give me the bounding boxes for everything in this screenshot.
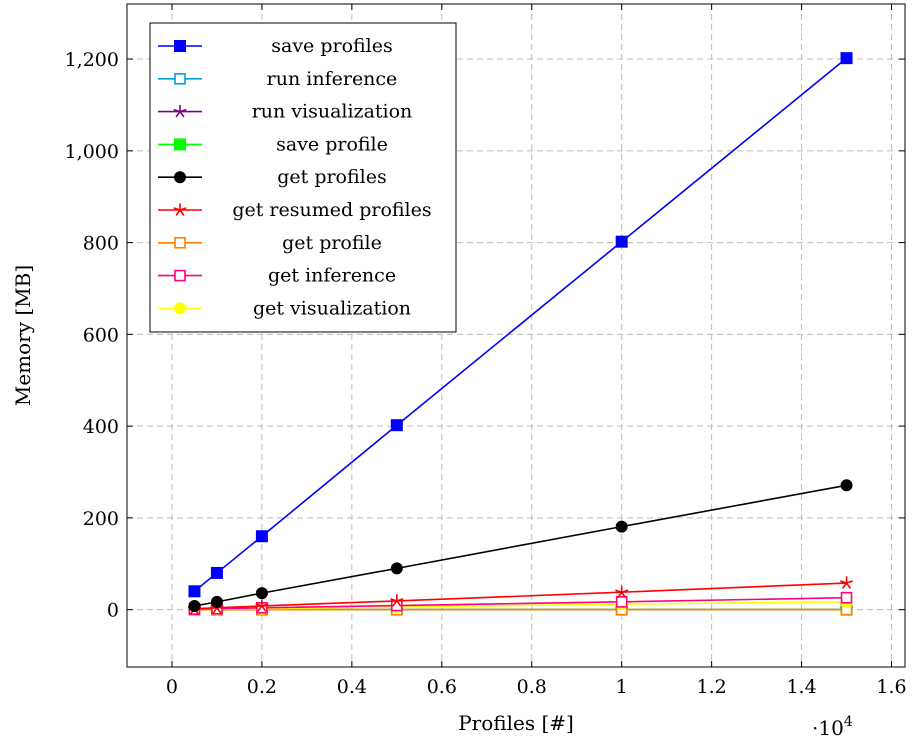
data-point	[840, 52, 853, 65]
data-point	[390, 419, 403, 432]
series-line	[194, 582, 847, 610]
plot-frame	[126, 3, 906, 668]
legend-item: get profile	[158, 232, 382, 254]
legend: save profiles run inference run visualizat…	[149, 22, 457, 333]
legend-item: run visualization	[158, 101, 412, 123]
series-line	[194, 484, 847, 607]
data-point	[188, 599, 201, 612]
legend-label: save profiles	[271, 35, 393, 57]
y-tick-label: 400	[83, 416, 119, 438]
legend-marker	[173, 203, 187, 216]
legend-label: get profiles	[277, 166, 387, 188]
legend-label: run inference	[267, 68, 398, 90]
series-5	[187, 576, 854, 615]
series-0	[188, 52, 853, 598]
legend-marker	[174, 237, 186, 249]
x-tick-label: 1	[616, 676, 628, 698]
legend-item: save profile	[158, 133, 388, 155]
x-axis-multiplier-exponent: 4	[844, 714, 853, 730]
legend-marker	[174, 302, 186, 315]
x-tick-label: 0.4	[337, 676, 367, 698]
data-point	[210, 595, 223, 608]
x-axis-multiplier-base: ·10	[812, 716, 844, 740]
data-point	[210, 566, 223, 579]
data-point	[255, 530, 268, 543]
data-point	[615, 585, 629, 598]
series-4	[188, 479, 853, 612]
x-axis-multiplier: ·104	[812, 714, 853, 740]
data-point	[390, 594, 404, 607]
legend-marker	[174, 40, 186, 52]
y-tick-label: 1,200	[65, 49, 119, 71]
legend-item: get visualization	[158, 297, 411, 319]
axis-ticks: 0 0.2 0.4 0.6 0.8 1 1.2 1.4 1.6 0 200 400 600 800 1,00…	[65, 4, 907, 698]
data-point	[255, 587, 268, 600]
legend-item: get profiles	[158, 166, 387, 188]
data-point	[390, 562, 403, 575]
y-tick-label: 200	[83, 508, 119, 530]
data-point	[840, 576, 854, 589]
legend-item: run inference	[158, 68, 397, 90]
legend-marker	[174, 269, 186, 282]
data-point	[188, 585, 201, 598]
data-point	[615, 596, 628, 608]
legend-marker	[174, 138, 186, 151]
x-axis-label: Profiles [#]	[458, 711, 574, 735]
x-tick-label: 0.6	[427, 676, 457, 698]
data-point	[840, 479, 853, 492]
legend-label: get profile	[282, 232, 382, 254]
data-point	[255, 599, 269, 612]
data-point	[615, 520, 628, 533]
legend-label: save profile	[276, 133, 388, 155]
x-tick-label: 1.6	[876, 676, 906, 698]
legend-label: get inference	[268, 265, 396, 287]
x-tick-label: 1.4	[786, 676, 816, 698]
y-tick-label: 800	[83, 233, 119, 255]
data-point	[615, 235, 628, 248]
y-tick-label: 1,000	[65, 141, 119, 163]
series-group	[187, 52, 854, 616]
x-tick-label: 0.2	[247, 676, 277, 698]
data-point	[840, 591, 853, 604]
legend-marker	[173, 104, 187, 118]
legend-marker	[174, 73, 186, 85]
legend-label: get resumed profiles	[232, 199, 431, 221]
x-tick-label: 1.2	[697, 676, 727, 698]
legend-label: get visualization	[253, 297, 411, 319]
y-tick-label: 600	[83, 324, 119, 346]
legend-item: get inference	[158, 265, 396, 287]
y-tick-label: 0	[107, 600, 119, 622]
y-axis-label: Memory [MB]	[11, 265, 35, 406]
x-tick-label: 0.8	[517, 676, 547, 698]
legend-marker	[174, 171, 186, 184]
x-tick-label: 0	[166, 676, 178, 698]
legend-label: run visualization	[252, 101, 413, 123]
legend-item: get resumed profiles	[158, 199, 432, 221]
legend-item: save profiles	[158, 35, 393, 57]
